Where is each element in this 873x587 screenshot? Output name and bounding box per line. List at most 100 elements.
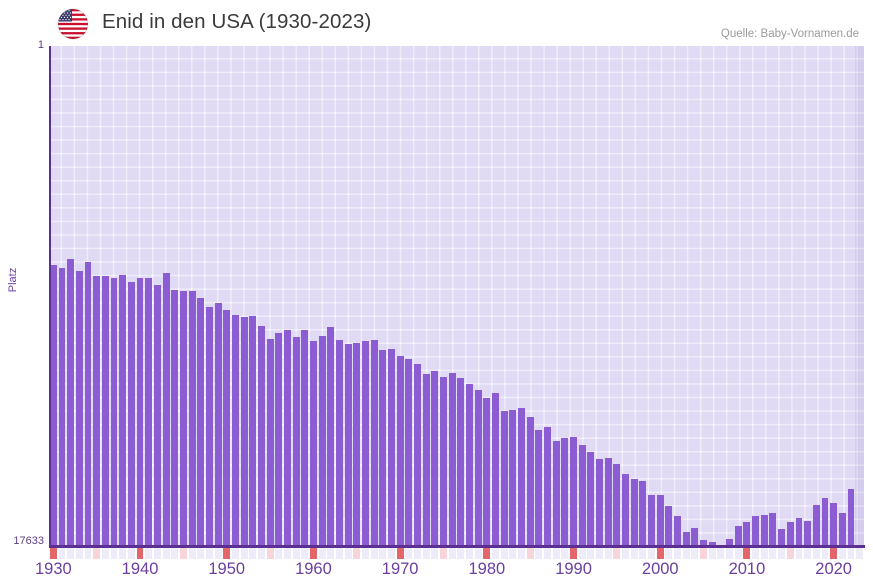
x-axis-tick <box>734 548 742 559</box>
page-title: Enid in den USA (1930-2023) <box>102 10 372 33</box>
x-axis-tick-label: 1990 <box>555 560 592 578</box>
x-axis-tick <box>440 548 447 559</box>
bar <box>804 520 812 547</box>
x-axis-tick <box>67 548 75 559</box>
x-axis-tick <box>604 548 612 559</box>
bar <box>370 340 378 547</box>
bar <box>422 374 430 547</box>
bar <box>656 494 664 547</box>
bar <box>145 277 153 547</box>
bar <box>812 504 820 547</box>
bar <box>752 516 760 547</box>
x-axis-tick <box>240 548 248 559</box>
x-axis-tick <box>405 548 413 559</box>
y-axis-line <box>49 46 51 548</box>
x-axis-tick <box>231 548 239 559</box>
plot-area <box>49 46 864 547</box>
x-axis-tick <box>500 548 508 559</box>
x-axis-tick <box>197 548 205 559</box>
bar <box>67 258 75 547</box>
x-axis-tick-label: 2010 <box>728 560 766 578</box>
x-axis-tick <box>335 548 343 559</box>
x-axis-tick <box>379 548 387 559</box>
x-axis-labels: 1930 1940 1950 1960 1970 1980 1990 2000 2010 2020 <box>0 560 873 586</box>
x-axis-tick <box>457 548 465 559</box>
bar <box>838 513 846 547</box>
bar <box>795 517 803 547</box>
bar <box>75 271 83 547</box>
bar <box>231 315 239 547</box>
x-axis-tick-label: 1930 <box>34 560 72 578</box>
bar <box>49 264 57 547</box>
x-axis-tick <box>49 548 57 559</box>
x-axis-tick <box>760 548 768 559</box>
bar <box>257 325 265 547</box>
x-axis-tick <box>596 548 603 559</box>
bar <box>431 371 439 547</box>
bar <box>613 463 621 547</box>
x-axis-tick <box>223 548 231 559</box>
x-axis-tick <box>84 548 92 559</box>
x-axis-tick <box>153 548 161 559</box>
x-axis-tick <box>830 548 838 559</box>
bar <box>830 503 838 547</box>
bar <box>474 389 482 547</box>
bar <box>440 377 447 547</box>
bar <box>388 348 395 547</box>
bar <box>405 358 413 547</box>
x-axis-tick <box>145 548 153 559</box>
x-axis-tick <box>474 548 482 559</box>
bar <box>266 338 274 547</box>
x-axis-tick <box>292 548 300 559</box>
x-axis-tick <box>110 548 118 559</box>
x-axis-tick <box>466 548 473 559</box>
x-axis-tick <box>613 548 621 559</box>
x-axis-tick <box>535 548 543 559</box>
bar <box>483 398 491 547</box>
x-axis-tick <box>726 548 734 559</box>
x-axis-tick <box>327 548 335 559</box>
bar <box>535 429 543 547</box>
x-axis-tick <box>431 548 439 559</box>
x-axis-tick <box>93 548 101 559</box>
bar <box>570 436 577 547</box>
chart-header: Enid in den USA (1930-2023) Quelle: Baby… <box>0 0 873 48</box>
bar <box>223 309 231 547</box>
y-axis-tick-label-top: 1 <box>37 39 44 51</box>
source-attribution: Quelle: Baby-Vornamen.de <box>720 28 859 40</box>
x-axis-tick <box>318 548 326 559</box>
bar <box>283 329 291 547</box>
x-axis-tick <box>544 548 551 559</box>
x-axis-tick-label: 1960 <box>295 560 332 578</box>
bar <box>309 341 317 547</box>
bar <box>743 521 751 547</box>
x-axis-tick <box>188 548 196 559</box>
bar <box>379 350 387 547</box>
x-axis-tick <box>483 548 491 559</box>
x-axis-tick <box>448 548 456 559</box>
x-axis-tick <box>249 548 257 559</box>
bar <box>361 341 369 547</box>
x-axis-tick <box>353 548 361 559</box>
us-flag-icon <box>58 9 88 39</box>
x-axis-tick <box>682 548 690 559</box>
x-axis-tick <box>509 548 517 559</box>
x-axis-tick <box>526 548 534 559</box>
x-axis-tick <box>570 548 577 559</box>
x-axis-tick <box>630 548 638 559</box>
bar <box>734 526 742 547</box>
bar <box>344 344 352 547</box>
bar <box>630 479 638 547</box>
x-axis-tick <box>414 548 421 559</box>
bar <box>578 445 586 547</box>
bar <box>561 438 569 547</box>
x-axis-tick <box>136 548 144 559</box>
bar <box>518 408 525 547</box>
x-axis-tick <box>179 548 187 559</box>
bar <box>275 332 283 547</box>
bar <box>93 276 101 547</box>
bar <box>457 378 465 547</box>
x-axis-tick <box>257 548 265 559</box>
x-axis-tick <box>778 548 786 559</box>
